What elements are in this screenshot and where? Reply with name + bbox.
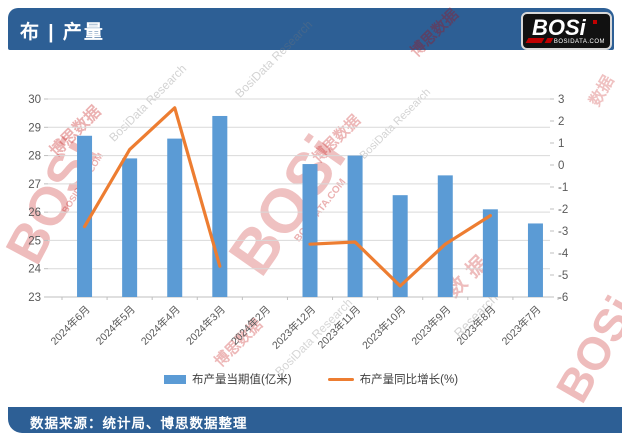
left-axis-label: 28 [28,151,41,163]
bar [302,164,318,297]
line-series-swatch [327,377,354,381]
bar-series-swatch [163,374,186,384]
bar-series-label: 布产量当期值(亿米) [191,374,292,386]
right-axis-label: -2 [558,204,568,216]
x-axis-label: 2024年4月 [138,303,183,348]
right-axis-label: -3 [558,226,568,238]
bosi-logo-domain: BOSIDATA.COM [553,39,605,45]
left-axis-label: 30 [28,94,41,106]
x-axis-label: 2023年10月 [359,303,408,352]
bar [437,175,453,297]
left-axis-label: 26 [28,207,41,219]
bar [392,195,408,297]
bar [527,223,543,297]
bar [482,209,498,297]
bar [347,155,363,297]
data-source-text: 数据来源：统计局、博思数据整理 [30,416,248,431]
x-axis-label: 2023年9月 [409,303,454,348]
left-axis-label: 27 [28,179,41,191]
right-axis-label: -6 [558,292,568,304]
right-axis-label: 0 [558,160,564,172]
left-axis-label: 29 [28,122,41,134]
left-axis-label: 24 [28,264,41,276]
logo-red-dot [593,20,597,24]
left-axis-label: 25 [28,235,41,247]
right-axis-label: 1 [558,138,564,150]
right-axis-label: -5 [558,270,568,282]
right-axis-label: 3 [558,94,564,106]
bosi-logo: BOSi BOSIDATA.COM [521,12,612,50]
legend-item-line-series: 布产量同比增长(%) [327,371,459,387]
bar [77,135,93,297]
logo-red-accent [525,38,545,43]
x-axis-label: 2023年12月 [269,303,318,352]
chart-legend: 布产量当期值(亿米) 布产量同比增长(%) [0,371,622,387]
x-axis-label: 2023年8月 [454,303,499,348]
bar [212,115,228,297]
bar [167,138,183,297]
line-series [82,106,222,268]
header-bar [8,8,614,50]
bar [122,158,138,297]
right-axis-label: -1 [558,182,568,194]
right-axis-label: -4 [558,248,569,260]
left-axis-label: 23 [28,292,41,304]
page-title: 布 | 产量 [20,22,105,43]
x-axis-label: 2023年11月 [315,303,363,351]
line-series [308,214,492,288]
x-axis-label: 2024年5月 [93,303,138,348]
bosi-logo-text: BOSi [532,15,586,40]
line-series-label: 布产量同比增长(%) [359,374,459,386]
x-axis-label: 2024年2月 [228,303,273,348]
footer-bar [8,407,622,433]
x-axis-label: 2024年6月 [48,303,93,348]
x-axis-label: 2024年3月 [183,303,228,348]
x-axis-label: 2023年7月 [499,303,544,348]
right-axis-label: 2 [558,116,564,128]
legend-item-bar-series: 布产量当期值(亿米) [163,371,292,387]
